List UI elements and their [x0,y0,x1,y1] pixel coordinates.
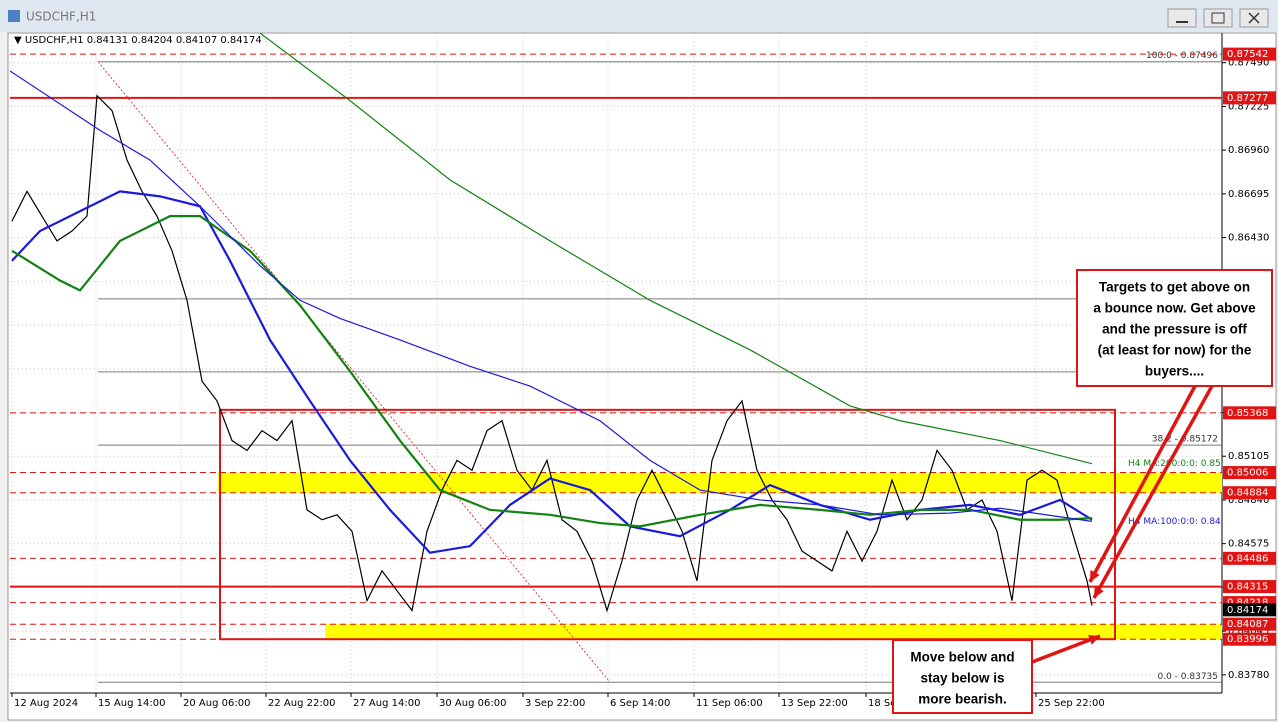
close-icon [1248,12,1260,24]
callout-text: more bearish. [918,692,1007,707]
range-box [219,408,1116,641]
arrow-shaft [1092,385,1214,599]
arrow-shaft [1088,385,1197,583]
y-tick-label: 0.87225 [1228,101,1269,112]
price-line [11,94,1093,613]
price-box-label: 0.87542 [1227,49,1268,60]
symbol: USDCHF,H1 [25,35,84,46]
y-tick-label: 0.84575 [1228,539,1269,550]
y-tick-label: 0.87490 [1228,58,1269,69]
title-bar [0,0,1278,32]
price-line [11,215,1093,528]
price-box-label: 0.84315 [1227,582,1268,593]
price-box [1223,406,1276,420]
price-box [1223,91,1276,105]
price-box-label: 0.84884 [1227,488,1268,499]
callout-text: and the pressure is off [1102,322,1247,337]
x-tick-label: 6 Sep 14:00 [610,698,670,709]
callout-text: buyers.... [1145,364,1204,379]
current-price-box [1223,603,1276,617]
price-box [1223,551,1276,565]
fib-label: 100.0 - 0.87496 [1146,51,1218,61]
price-box-label: 0.85368 [1227,408,1268,419]
minimize-button[interactable] [1167,8,1197,28]
callout-text: (at least for now) for the [1098,343,1252,358]
price-box [1223,617,1276,631]
x-tick-label: 15 Aug 14:00 [98,698,165,709]
maximize-button[interactable] [1203,8,1233,28]
callout-text: a bounce now. Get above [1093,301,1256,316]
window-buttons[interactable] [1167,8,1269,28]
y-tick-label: 0.83780 [1228,670,1269,681]
fib-label: 0.0 - 0.83735 [1158,672,1219,682]
price-box [1223,466,1276,480]
y-tick-label: 0.86960 [1228,145,1269,156]
fib-label: 38.2 - 0.85172 [1152,435,1218,445]
price-box [1223,47,1276,61]
callout-text: Targets to get above on [1099,280,1250,295]
x-tick-label: 25 Sep 22:00 [1038,698,1105,709]
x-tick-label: 3 Sep 22:00 [525,698,585,709]
yellow-zone [325,624,1222,640]
window-title: USDCHF,H1 [26,10,96,24]
x-tick-label: 11 Sep 06:00 [696,698,763,709]
window-icon [8,10,20,22]
price-box-label: 0.84218 [1227,598,1268,609]
ma-label: H4 MA:100:0:0: 0.84707 [1128,517,1238,527]
open: 0.84131 [87,35,128,46]
arrow-head [1090,570,1100,582]
callout-box [1076,269,1273,387]
price-box-label: 0.87277 [1227,93,1268,104]
y-tick-label: 0.84840 [1228,495,1269,506]
chart-header-symbol: ▼ USDCHF,H1 0.84131 0.84204 0.84107 0.84… [14,35,262,46]
x-tick-label: 22 Aug 22:00 [268,698,335,709]
price-box-label: 0.83996 [1227,634,1268,645]
x-tick-label: 30 Aug 06:00 [439,698,506,709]
callout-box [892,639,1033,714]
close: 0.84174 [220,35,261,46]
x-tick-label: 13 Sep 22:00 [781,698,848,709]
price-line [10,70,1093,522]
arrow-head [1088,634,1100,645]
price-box-label: 0.84486 [1227,553,1268,564]
arrow-head [1094,586,1104,598]
high: 0.84204 [131,35,172,46]
x-tick-label: 12 Aug 2024 [14,698,78,709]
yellow-zone [218,472,1222,493]
price-box-label: 0.84087 [1227,619,1268,630]
y-tick-label: 0.84045 [1228,626,1269,637]
callout-text: stay below is [920,671,1004,686]
maximize-icon [1211,12,1225,24]
x-tick-label: 20 Aug 06:00 [183,698,250,709]
plot: 100.0 - 0.87496 38.2 - 0.85172 0.0 - 0.837… [10,33,1238,693]
price-line [259,33,1093,465]
price-box-label: 0.85006 [1227,468,1268,479]
price-line [11,190,1093,554]
ma-label: H4 MA:200:0:0: 0.85056 [1128,459,1238,469]
price-box [1223,486,1276,500]
current-price-label: 0.84174 [1227,605,1268,616]
y-tick-label: 0.86695 [1228,189,1269,200]
callout-text: Move below and [910,650,1014,665]
arrow-shaft [1031,634,1101,664]
y-tick-label: 0.85105 [1228,451,1269,462]
price-box [1223,632,1276,646]
price-box [1223,580,1276,594]
low: 0.84107 [176,35,217,46]
x-tick-label: 27 Aug 14:00 [353,698,420,709]
y-tick-label: 0.86430 [1228,233,1269,244]
